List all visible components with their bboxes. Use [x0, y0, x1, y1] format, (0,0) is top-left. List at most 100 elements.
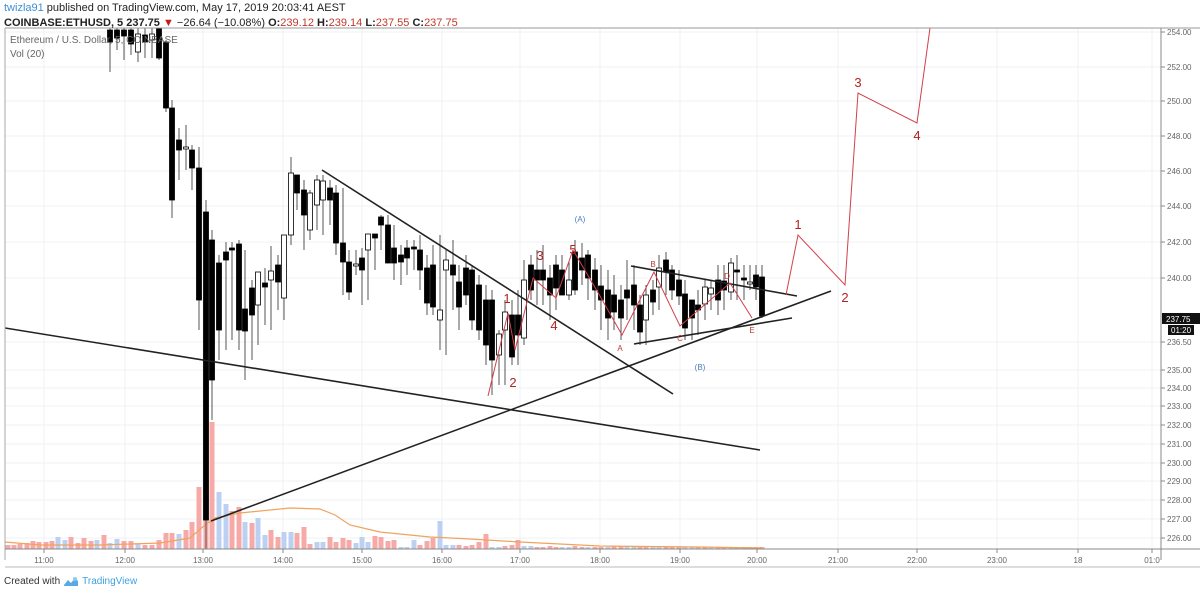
correction-label: (B) [695, 363, 706, 372]
candle-bear [676, 279, 682, 297]
volume-bar [242, 522, 248, 549]
volume-bar [68, 537, 74, 549]
volume-bar [611, 546, 617, 549]
triangle-label: C [677, 334, 683, 343]
volume-bar [268, 530, 274, 549]
high-label: H: [317, 17, 329, 29]
volume-bar [288, 532, 294, 549]
wave-label-minor: 3 [536, 248, 543, 263]
volume-bar [515, 540, 521, 549]
volume-indicator-label[interactable]: Vol (20) [10, 49, 45, 60]
volume-bar [721, 547, 727, 549]
candle-bear [528, 264, 534, 291]
volume-bar [476, 542, 482, 549]
volume-bar [121, 541, 127, 549]
x-tick-label: 14:00 [273, 556, 294, 565]
candle-bear [372, 233, 378, 239]
volume-bar [107, 543, 113, 549]
x-tick-label: 13:00 [193, 556, 214, 565]
x-tick-label: 22:00 [907, 556, 928, 565]
volume-bar [196, 487, 202, 549]
candle-bear [398, 254, 404, 263]
author-link[interactable]: twizla91 [4, 2, 44, 14]
candle-bull [320, 180, 326, 201]
candle-bear [450, 264, 456, 276]
trendline [633, 317, 793, 345]
candle-bull [255, 271, 261, 306]
candle-bear [424, 267, 430, 304]
countdown-label: 01:20 [1171, 326, 1192, 335]
low-value: 237.55 [375, 17, 410, 29]
candle-bear [689, 299, 695, 319]
y-tick-label: 234.00 [1167, 384, 1192, 393]
volume-bar [521, 546, 527, 549]
x-tick-label: 01:0 [1144, 556, 1160, 565]
volume-bar [176, 534, 182, 549]
volume-bar [281, 532, 287, 549]
volume-bar [81, 538, 87, 549]
volume-ma-line [5, 507, 763, 549]
tradingview-brand[interactable]: TradingView [82, 576, 138, 587]
candle-bear [592, 269, 598, 291]
volume-bar [450, 545, 456, 549]
published-text: published on TradingView.com, May 17, 20… [43, 2, 346, 14]
volume-bar [359, 537, 365, 549]
candle-bear [176, 139, 182, 151]
candle-bull [708, 287, 714, 295]
volume-bar [223, 504, 229, 549]
candle-bear [715, 279, 721, 301]
volume-bar [528, 546, 534, 549]
volume-bar [669, 547, 675, 549]
volume-bar [443, 545, 449, 549]
volume-bar [605, 547, 611, 549]
candle-bull [183, 146, 189, 150]
y-tick-label: 248.00 [1167, 132, 1192, 141]
low-label: L: [365, 17, 376, 29]
volume-bar [559, 547, 565, 549]
x-tick-label: 16:00 [432, 556, 453, 565]
candle-bear [430, 264, 436, 308]
candle-bull [566, 279, 572, 296]
candle-bear [631, 284, 637, 306]
candle-bear [404, 247, 410, 259]
volume-bar [11, 545, 17, 549]
candle-bear [476, 284, 482, 331]
candle-bull [702, 286, 708, 305]
volume-bar [708, 547, 714, 549]
candle-bull [149, 33, 155, 41]
trendline [630, 265, 798, 297]
volume-bar [294, 533, 300, 549]
countdown-badge [1168, 325, 1194, 335]
candle-bear [417, 249, 423, 271]
triangle-label: E [749, 326, 754, 335]
candle-bear [121, 29, 127, 37]
y-tick-label: 229.00 [1167, 477, 1192, 486]
current-price-label: 237.75 [1166, 315, 1191, 324]
volume-bar [385, 541, 391, 549]
candle-bear [547, 277, 553, 296]
series-title[interactable]: Ethereum / U.S. Dollar, 5, COINBASE [10, 35, 178, 46]
volume-bar [142, 545, 148, 549]
volume-bar [631, 546, 637, 549]
candle-bear [114, 29, 120, 39]
volume-bar [55, 537, 61, 549]
candle-bull [314, 179, 320, 206]
candle-bear [540, 269, 546, 281]
volume-bar [695, 547, 701, 549]
candle-bear [249, 287, 255, 316]
volume-bar [365, 542, 371, 549]
volume-bar [579, 547, 585, 549]
candle-bear [734, 269, 740, 273]
candle-bear [340, 242, 346, 263]
x-tick-label: 23:00 [987, 556, 1008, 565]
volume-bar [24, 543, 30, 549]
volume-bar [314, 542, 320, 549]
candle-bear [611, 294, 617, 313]
volume-bar [496, 547, 502, 549]
y-tick-label: 227.00 [1167, 515, 1192, 524]
volume-bar [411, 540, 417, 549]
wave-label-minor: 5 [569, 242, 576, 257]
volume-bar [5, 545, 11, 549]
candle-bear [242, 308, 248, 332]
